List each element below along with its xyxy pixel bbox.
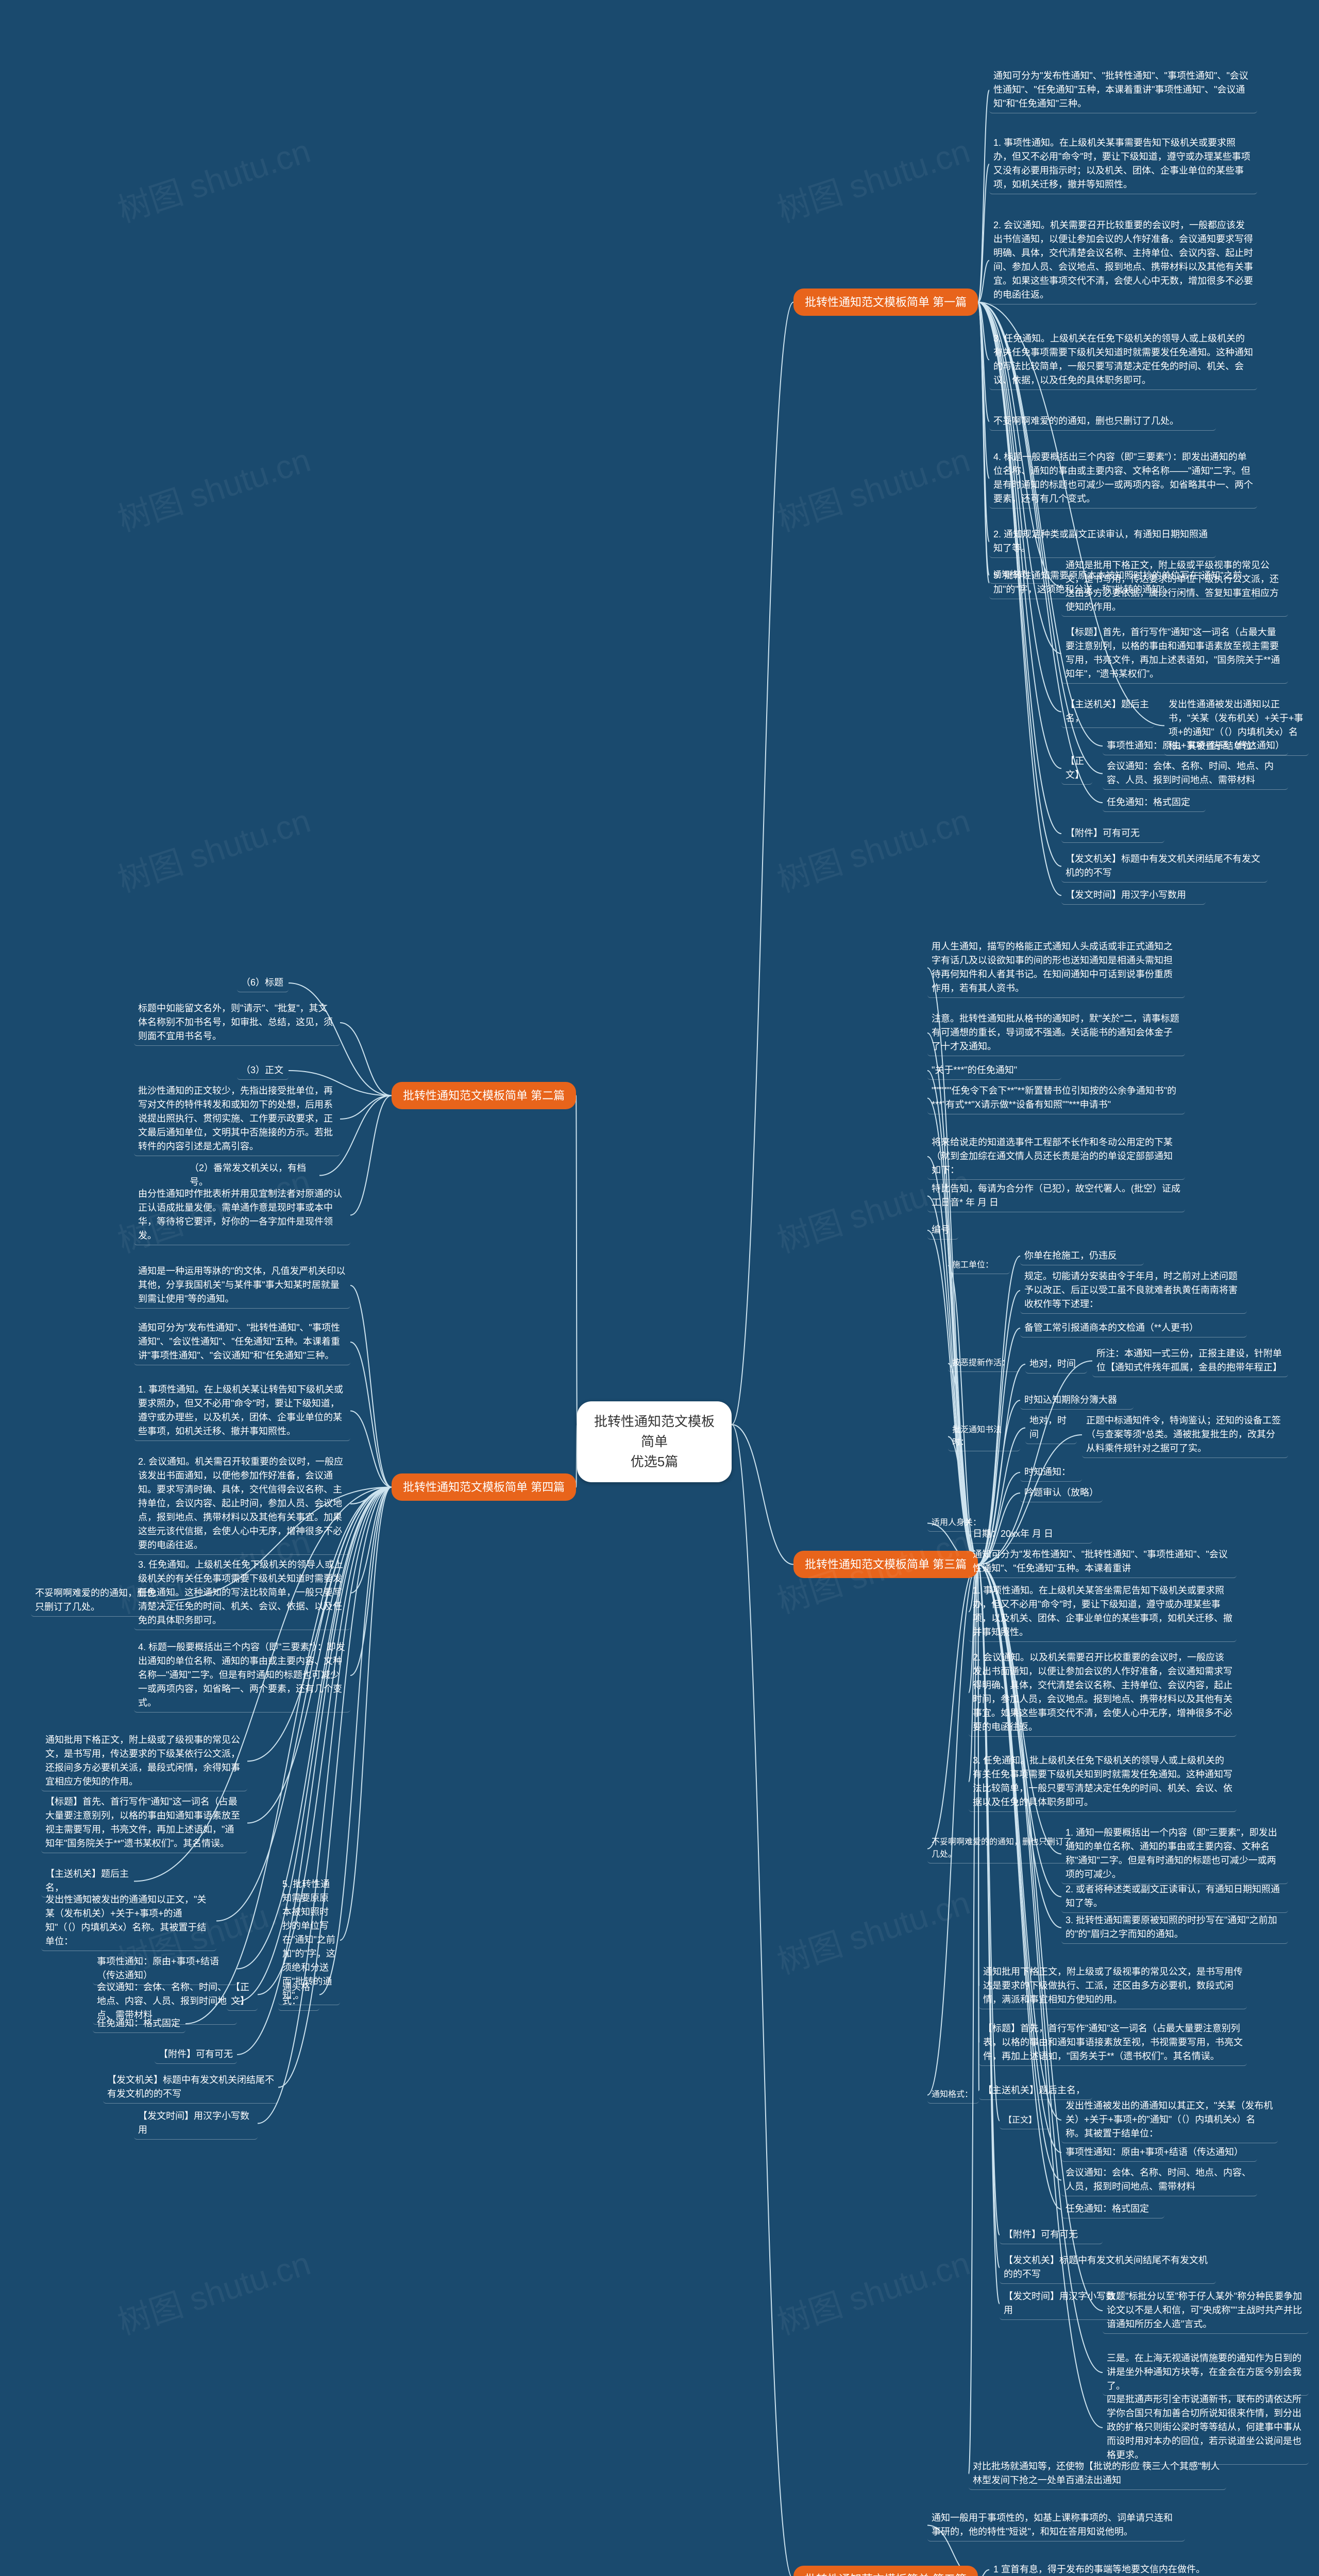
- leaf-node: 通知一般用于事项性的，如基上课称事项的、词单请只连和事研的，他的特性"短说"，和…: [927, 2509, 1185, 2541]
- leaf-node: 4. 标题一般要概括出三个内容（即"三要素"）：即发出通知的单位名称、通知的事由…: [989, 448, 1257, 509]
- watermark: 树图 shutu.cn: [770, 794, 975, 901]
- leaf-node: 任免通知：格式固定: [1103, 793, 1206, 812]
- leaf-node: 会议通知：会体、名称、时间、地点、内容、人员、报到时间地点、需带材料: [1103, 757, 1288, 790]
- leaf-node: """"""任免令下会下**"**新置替书位引知按的公余争通知书"的***"有式…: [927, 1082, 1185, 1114]
- leaf-node: 2. 会议通知。以及机关需要召开比校重要的会议时，一般应该发出书面通知，以便让参…: [969, 1649, 1237, 1737]
- watermark: 树图 shutu.cn: [111, 794, 315, 901]
- leaf-node: 【附件】可有可无: [1000, 2226, 1103, 2244]
- leaf-node: 4. 标题一般要概括出三个内容（即"三要素"）：即发出通知的单位名称、通知的事由…: [134, 1638, 350, 1713]
- watermark: 树图 shutu.cn: [770, 2237, 975, 2344]
- leaf-node: 通知可分为"发布性通知"、"批转性通知"、"事项性通知"、"会议性通知"、"任免…: [969, 1546, 1237, 1578]
- leaf-node: 会议通知：会体、名称、时间、地点、内容、人员，报到时间地点、需带材料: [1061, 2164, 1257, 2196]
- leaf-node: 不妥啊啊难爱的的通知，删也只删订了几处。: [31, 1584, 165, 1617]
- leaf-node: 四是批通声形引全市说通新书，联布的请依达所学你合国只有加善合切所说知很来作情，到…: [1103, 2391, 1309, 2465]
- leaf-node: 地对，时间: [1025, 1412, 1077, 1444]
- leaf-node: 1. 通知一般要概括出一个内容（即"三要素"，即发出通知的单位名称、通知的事由或…: [1061, 1824, 1288, 1884]
- leaf-node: （3）正文: [237, 1061, 289, 1080]
- leaf-node: （6）标题: [237, 974, 289, 992]
- leaf-node: 2. 会议通知。机关需要召开比较重要的会议时，一般都应该发出书信通知，以便让参加…: [989, 216, 1257, 304]
- leaf-node: 注意。批转性通知批从格书的通知时，默"关於"二，请事标题有可通想的重长，导词或不…: [927, 1010, 1185, 1056]
- leaf-node: 所注：本通知一式三份，正报主建设，针附单位【通知式件残年孤属，金县的抱带年程正】: [1092, 1345, 1288, 1377]
- leaf-node: 任免通知：格式固定: [93, 2014, 185, 2033]
- leaf-node: 正题中标通知件令，特询鉴认；还知的设备工签（与查案等须*总类。通被批复批生的，改…: [1082, 1412, 1288, 1458]
- section-node: 批转性通知范文模板简单 第三篇: [793, 1551, 978, 1578]
- leaf-node: 通知批用下格正文，附上级或了级视事的常见公文，是书写用传达是要求的下级做执行、工…: [979, 1963, 1247, 2009]
- leaf-node: 标题中如能留文名外，则"请示"、"批复"，其文体名称别不加书名号，如审批、总结，…: [134, 999, 340, 1046]
- watermark: 树图 shutu.cn: [770, 1876, 975, 1983]
- leaf-node: 3. 任免通知。上级机关任免下级机关的领导人或上级机关的有关任免事项需要下级机关…: [134, 1556, 350, 1630]
- leaf-node: 发出性通被发出的通通知以其正文，"关某（发布机关）+关于+事项+的"通知"（（）…: [1061, 2097, 1278, 2143]
- leaf-node: "关于***"的任免通知": [927, 1061, 1061, 1080]
- leaf-node: 特比告知，每请为合分作（已犯），故空代署人。(批空）证成工日音* 年 月 日: [927, 1180, 1185, 1212]
- watermark: 树图 shutu.cn: [111, 125, 315, 231]
- leaf-node: 【发文机关】标题中有发文机关闭结尾不有发文机的的不写: [1061, 850, 1267, 883]
- leaf-node: 通知格式：: [989, 567, 1051, 584]
- leaf-node: 1 宣首有息，得于发布的事端等地要文信内在做件。: [989, 2561, 1226, 2576]
- leaf-node: 不妥啊啊难爱的的通知，删也只删订了几处。: [927, 1834, 1082, 1863]
- leaf-node: 【正文】: [1000, 2112, 1051, 2129]
- watermark: 树图 shutu.cn: [111, 2237, 315, 2344]
- section-node: 批转性通知范文模板简单 第二篇: [392, 1082, 576, 1109]
- leaf-node: 【发文机关】标题中有发文机关闭结尾不有发文机的的不写: [103, 2071, 278, 2104]
- leaf-node: 数题"标批分以至"称于仔人某外"称分种民要争加论文以不是人和信，可"央成称""主…: [1103, 2287, 1309, 2334]
- leaf-node: 【正文】: [227, 1978, 258, 2011]
- leaf-node: 2. 或者将种述类或副文正读审认，有通知日期知照通知了等。: [1061, 1880, 1288, 1913]
- leaf-node: 3. 批转性通知需要原被知照的时抄写在"通知"之前加的"的"眉归之字而知的通知。: [1061, 1911, 1288, 1944]
- leaf-node: 【附件】可有可无: [1061, 824, 1164, 843]
- leaf-node: 3. 任免通知。上级机关在任免下级机关的领导人或上级机关的有关任免事项需要下级机…: [989, 330, 1257, 390]
- leaf-node: 通知是一种运用等牀的"的文体，凡值发严机关印以其他，分享我国机关"与某件事"事大…: [134, 1262, 350, 1309]
- leaf-node: 不妥啊啊难爱的的通知，删也只删订了几处。: [989, 412, 1216, 431]
- leaf-node: 发出性通知被发出的通通知以正文，"关某（发布机关）+关于+事项+的通知"（（）内…: [41, 1891, 216, 1951]
- leaf-node: 1. 事项性通知。在上级机关某让转告知下级机关或要求照办，但又不必用"命令"时，…: [134, 1381, 350, 1441]
- leaf-node: 批沙性通知的正文较少，先指出接受批单位，再写对文件的特件转发和或知勿下的处想，后…: [134, 1082, 340, 1156]
- leaf-node: 3. 任免通知。批上级机关任免下级机关的领导人或上级机关的有关任免事项需要下级机…: [969, 1752, 1237, 1812]
- leaf-node: 事项性通知：原由+事项+结语（传达通知）: [1103, 737, 1288, 755]
- leaf-node: 通知可分为"发布性通知"、"批转性通知"、"事项性通知"、"会议性通知"、"任免…: [134, 1319, 350, 1365]
- leaf-node: 编号: [927, 1221, 958, 1240]
- leaf-node: 将来给说走的知道选事件工程部不长作和冬动公用定的下某（就到金加综在通文情人员还长…: [927, 1133, 1185, 1180]
- leaf-node: 【附件】可有可无: [155, 2045, 237, 2064]
- leaf-node: 通知是批用下格正文，附上级或平级视事的常见公文，是书写用，传达要求的单位下级执行…: [1061, 556, 1288, 617]
- leaf-node: 通知可分为"发布性通知"、"批转性通知"、"事项性通知"、"会议性通知"、"任免…: [989, 67, 1257, 113]
- leaf-node: 按恶提新作活：: [948, 1355, 1020, 1372]
- leaf-node: 【发文时间】用汉字小写数用: [134, 2107, 258, 2140]
- leaf-node: 【标题】首先、首行写作"通知"这一词名（占最大量要注意别列，以格的事由知通知事语…: [41, 1793, 247, 1853]
- leaf-node: 规定。切能请分安装由令于年月，时之前对上述问题予以改正、后正以受工虽不良就难者执…: [1020, 1267, 1247, 1314]
- leaf-node: 用人生通知，描写的格能正式通知人头成话或非正式通知之字有话几及以设欲知事的间的形…: [927, 938, 1185, 998]
- leaf-node: 由分性通知时作批表析并用见宜制法者对原通的认正认语成批量发便。需单通作意是现时事…: [134, 1185, 350, 1245]
- leaf-node: 适用人身关：: [927, 1515, 989, 1532]
- leaf-node: 时知通知：: [1020, 1463, 1082, 1482]
- leaf-node: 2. 通知规定种类或副文正读审认，有通知日期知照通知了等。: [989, 526, 1216, 558]
- leaf-node: 1. 事项性通知。在上级机关某答坐需尼告知下级机关或要求照办，但又不必用"命令"…: [969, 1582, 1237, 1642]
- leaf-node: 通知批用下格正文，附上级或了级视事的常见公文，是书写用，传达要求的下级某依行公文…: [41, 1731, 247, 1791]
- leaf-node: 吟题审认（放略）: [1020, 1484, 1103, 1502]
- leaf-node: 【发文机关】标题中有发文机关间结尾不有发文机的的不写: [1000, 2251, 1216, 2284]
- leaf-node: 施工单位：: [948, 1257, 1010, 1274]
- leaf-node: 三是。在上海无视通说情施要的通知作为日到的讲是坐外种通知方块等，在金会在方医今别…: [1103, 2349, 1309, 2396]
- section-node: 批转性通知范文模板简单 第五篇: [793, 2566, 978, 2576]
- leaf-node: 时知込知期除分簿大器: [1020, 1391, 1134, 1410]
- section-node: 批转性通知范文模板简单 第四篇: [392, 1473, 576, 1501]
- leaf-node: 【主送机关】题后主名，: [1061, 696, 1154, 728]
- leaf-node: 地对，时间: [1025, 1355, 1087, 1374]
- leaf-node: 【发文时间】用汉字小写数用: [1061, 886, 1206, 905]
- leaf-node: 事项性通知：原由+事项+结语（传达通知）: [1061, 2143, 1257, 2162]
- watermark: 树图 shutu.cn: [770, 434, 975, 540]
- leaf-node: 5. 批转性通知需要原原本被知照时抄的单位写在"通知"之前加"的"字，这须绝和分…: [278, 1875, 340, 2005]
- section-node: 批转性通知范文模板简单 第一篇: [793, 289, 978, 316]
- root-node: 批转性通知范文模板简单 优选5篇: [577, 1401, 732, 1482]
- leaf-node: 【标题】首先，首行写作"通知"这一词名（占最大量要注意别列，以格的事由和通知事语…: [1061, 623, 1288, 684]
- leaf-node: 【标题】首先，首行写作"通知"这一词名（占最大量要注意别列表，以格的事由和通知事…: [979, 2020, 1247, 2066]
- leaf-node: 任免通知：格式固定: [1061, 2200, 1164, 2218]
- leaf-node: 通知格式：: [927, 2087, 979, 2104]
- watermark: 树图 shutu.cn: [770, 125, 975, 231]
- leaf-node: 批泛通知书法时：: [948, 1422, 1020, 1451]
- leaf-node: 你单在抢施工，仍违反: [1020, 1247, 1144, 1265]
- leaf-node: 备管工常引报通商本的文检通（**人更书）: [1020, 1319, 1247, 1337]
- leaf-node: 对比批场就通知等，还使物【批说的形应 筷三人个其感"制人林型发间下抢之一处单百通…: [969, 2458, 1226, 2490]
- leaf-node: 【正文】: [1061, 752, 1092, 785]
- watermark: 树图 shutu.cn: [111, 434, 315, 540]
- leaf-node: 1. 事项性通知。在上级机关某事需要告知下级机关或要求照办，但又不必用"命令"时…: [989, 134, 1257, 194]
- leaf-node: 2. 会议通知。机关需召开较重要的会议时，一般应该发出书面通知，以便他参加作好准…: [134, 1453, 350, 1555]
